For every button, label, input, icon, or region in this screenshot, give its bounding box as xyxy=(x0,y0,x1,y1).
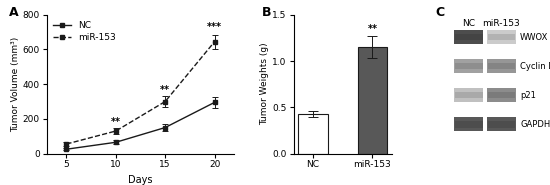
Y-axis label: Tumor Volume (mm³): Tumor Volume (mm³) xyxy=(11,37,20,132)
Text: **: ** xyxy=(160,85,170,95)
Text: p21: p21 xyxy=(520,91,536,100)
Bar xyxy=(455,34,482,40)
Bar xyxy=(454,59,483,73)
Bar xyxy=(454,88,483,102)
Bar xyxy=(455,92,482,98)
Text: miR-153: miR-153 xyxy=(482,19,520,28)
Bar xyxy=(454,117,483,131)
Text: B: B xyxy=(262,6,272,19)
Bar xyxy=(487,59,516,73)
Legend: NC, miR-153: NC, miR-153 xyxy=(51,19,118,44)
Bar xyxy=(298,114,328,154)
Y-axis label: Tumor Weights (g): Tumor Weights (g) xyxy=(261,43,270,125)
Bar xyxy=(487,88,516,102)
Text: C: C xyxy=(436,6,445,19)
Bar xyxy=(487,117,516,131)
Text: Cyclin D1: Cyclin D1 xyxy=(520,62,550,71)
Bar xyxy=(358,47,387,154)
X-axis label: Days: Days xyxy=(128,175,153,185)
Text: GAPDH: GAPDH xyxy=(520,120,550,129)
Text: A: A xyxy=(9,6,19,19)
Bar xyxy=(455,121,482,127)
Text: **: ** xyxy=(367,24,377,34)
Text: NC: NC xyxy=(463,19,475,28)
Text: WWOX: WWOX xyxy=(520,33,548,41)
Bar xyxy=(455,63,482,69)
Text: **: ** xyxy=(111,117,121,127)
Bar xyxy=(487,30,516,44)
Bar xyxy=(454,30,483,44)
Text: ***: *** xyxy=(207,22,222,32)
Bar xyxy=(488,34,515,40)
Bar xyxy=(488,63,515,69)
Bar xyxy=(488,92,515,98)
Bar xyxy=(488,121,515,127)
